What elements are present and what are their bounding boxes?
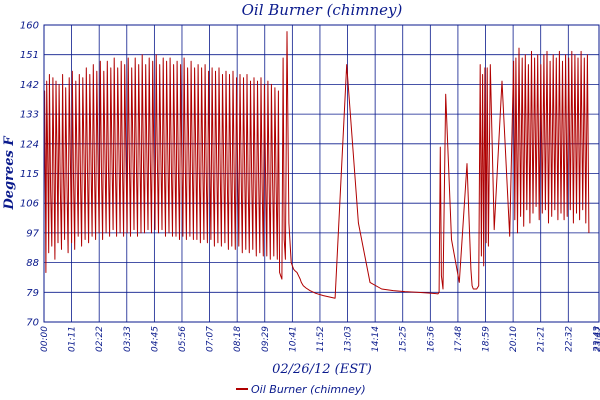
- x-axis-label: 02/26/12 (EST): [272, 362, 372, 377]
- y-axis-ticks: 70 79 88 97 106 115 124 133 142 151 160: [20, 21, 40, 329]
- x-tick-label: 00:00: [40, 326, 50, 352]
- x-tick-label: 14:14: [371, 326, 381, 352]
- chart-title: Oil Burner (chimney): [242, 1, 403, 19]
- x-tick-label: 20:10: [509, 326, 519, 352]
- y-tick-label: 106: [20, 199, 39, 210]
- y-axis-label: Degrees F: [2, 136, 17, 211]
- x-tick-label: 15:25: [399, 326, 409, 352]
- y-tick-label: 160: [20, 21, 39, 32]
- x-tick-label: 17:48: [454, 326, 464, 352]
- y-tick-label: 124: [20, 139, 39, 150]
- y-tick-label: 133: [20, 110, 39, 121]
- y-tick-label: 70: [26, 318, 39, 329]
- legend-label: Oil Burner (chimney): [251, 383, 366, 396]
- x-tick-label: 02:22: [95, 326, 105, 352]
- x-tick-label: 10:41: [288, 326, 298, 352]
- x-tick-label: 08:18: [233, 326, 243, 352]
- y-tick-label: 151: [20, 50, 39, 61]
- x-tick-label: 03:33: [123, 326, 133, 352]
- x-tick-label: 01:11: [68, 326, 78, 352]
- series-line-oil-burner: [43, 31, 590, 299]
- y-tick-label: 88: [26, 258, 39, 269]
- y-tick-label: 79: [26, 288, 39, 299]
- x-tick-label: 05:56: [178, 326, 188, 352]
- x-tick-label: 04:45: [150, 326, 160, 352]
- plot-border: [43, 24, 600, 323]
- y-tick-label: 115: [20, 169, 39, 180]
- y-tick-label: 142: [20, 80, 39, 91]
- x-tick-label: 09:29: [261, 326, 271, 352]
- x-tick-label: 23:47: [594, 326, 600, 352]
- y-tick-label: 97: [26, 228, 39, 239]
- x-tick-label: 18:59: [482, 326, 492, 352]
- x-tick-label: 16:36: [426, 326, 436, 352]
- x-tick-label: 11:52: [316, 326, 326, 352]
- x-tick-label: 07:07: [206, 326, 216, 352]
- x-tick-label: 13:03: [344, 326, 354, 352]
- x-axis-ticks: 00:00 01:11 02:22 03:33 04:45 05:56 07:07 08:18…: [40, 326, 600, 352]
- legend: Oil Burner (chimney): [236, 383, 366, 396]
- x-tick-label: 23:43: [592, 326, 600, 352]
- x-tick-label: 21:21: [537, 326, 547, 352]
- x-tick-label: 22:32: [564, 326, 574, 352]
